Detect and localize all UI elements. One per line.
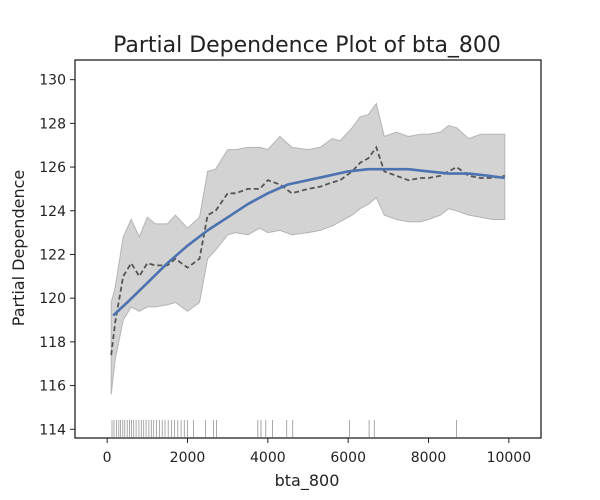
- partial-dependence-line: [110, 145, 505, 356]
- x-tick-label: 10000: [487, 450, 532, 466]
- y-tick-label: 120: [39, 291, 66, 307]
- rug-marks: [111, 420, 458, 437]
- y-tick-label: 122: [39, 247, 66, 263]
- y-axis-label: Partial Dependence: [9, 170, 28, 326]
- x-tick-label: 4000: [250, 450, 286, 466]
- x-axis-label: bta_800: [275, 471, 340, 491]
- y-tick-label: 128: [39, 116, 66, 132]
- y-axis: 114 116 118 120 122 124 126 128 130: [39, 73, 75, 438]
- smoothed-fit-line: [112, 167, 505, 317]
- y-tick-label: 116: [39, 379, 66, 395]
- confidence-band: [110, 102, 506, 395]
- x-tick-label: 2000: [170, 450, 206, 466]
- x-tick-label: 0: [103, 450, 112, 466]
- plot-frame: [74, 59, 542, 439]
- x-tick-label: 6000: [330, 450, 366, 466]
- chart-title: Partial Dependence Plot of bta_800: [113, 33, 501, 58]
- y-tick-label: 126: [39, 160, 66, 176]
- y-tick-label: 130: [39, 73, 66, 89]
- plot-area: [110, 102, 506, 437]
- x-axis: 0 2000 4000 6000 8000 10000: [103, 438, 531, 466]
- x-tick-label: 8000: [411, 450, 447, 466]
- y-tick-label: 118: [39, 335, 66, 351]
- y-tick-label: 124: [39, 204, 66, 220]
- y-tick-label: 114: [39, 422, 66, 438]
